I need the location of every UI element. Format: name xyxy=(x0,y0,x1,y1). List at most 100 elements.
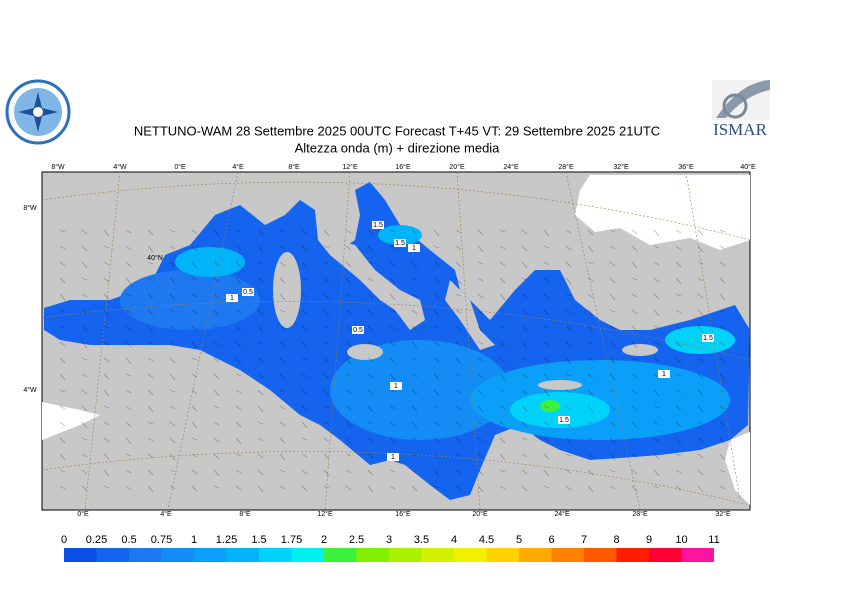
arrow xyxy=(323,309,330,317)
lon-label: 8°E xyxy=(288,163,300,171)
arrow xyxy=(653,405,660,409)
arrow xyxy=(411,341,418,349)
lon-label: 32°E xyxy=(613,163,629,171)
arrow xyxy=(455,485,462,491)
arrow xyxy=(675,341,682,348)
wave-area xyxy=(175,247,245,277)
arrow xyxy=(565,389,572,394)
arrow xyxy=(543,277,550,283)
arrow xyxy=(213,437,220,443)
lon-label: 12°E xyxy=(317,510,333,518)
colorbar-tick: 11 xyxy=(708,534,719,546)
lon-label: 20°E xyxy=(449,163,465,171)
arrow xyxy=(653,229,660,237)
arrow xyxy=(631,277,638,281)
arrow xyxy=(433,277,440,283)
arrow xyxy=(213,229,220,237)
arrow xyxy=(719,469,726,473)
arrow xyxy=(587,405,594,413)
arrow xyxy=(323,341,330,346)
arrow xyxy=(169,293,176,301)
arrow xyxy=(477,229,484,236)
arrow xyxy=(301,309,308,315)
arrow xyxy=(411,261,418,269)
arrow xyxy=(675,309,682,314)
colorbar-tick: 0 xyxy=(61,534,67,546)
arrow xyxy=(697,469,704,476)
arrow xyxy=(411,229,418,235)
arrow xyxy=(345,357,352,365)
arrow xyxy=(257,357,264,362)
lon-label: 8°W xyxy=(51,163,65,171)
arrow xyxy=(323,293,330,300)
colorbar-tick: 1.25 xyxy=(216,534,237,546)
arrow xyxy=(367,373,374,379)
arrow xyxy=(477,469,484,476)
arrow xyxy=(411,421,418,429)
arrow xyxy=(169,277,176,284)
arrow xyxy=(103,309,110,317)
arrow xyxy=(367,469,374,476)
arrow xyxy=(543,309,550,317)
arrow xyxy=(609,437,616,444)
arrow xyxy=(719,325,726,330)
arrow xyxy=(367,341,374,345)
arrow xyxy=(499,229,506,233)
arrow xyxy=(609,277,616,284)
arrow xyxy=(411,309,418,315)
colorbar-swatch xyxy=(681,548,714,562)
arrow xyxy=(59,453,66,461)
contour-label: 0.5 xyxy=(243,289,253,296)
arrow xyxy=(323,261,330,266)
lon-label: 12°E xyxy=(342,163,358,171)
arrow xyxy=(499,357,506,364)
arrow xyxy=(323,421,330,426)
arrow xyxy=(433,453,440,460)
arrow xyxy=(191,309,198,315)
arrow xyxy=(367,437,374,442)
arrow xyxy=(565,373,572,377)
lon-label: 20°E xyxy=(472,510,488,518)
arrow xyxy=(411,373,418,378)
arrow xyxy=(257,341,264,345)
arrow xyxy=(565,277,572,285)
arrow xyxy=(323,245,330,249)
arrow xyxy=(411,293,418,298)
arrow xyxy=(565,357,572,365)
arrow xyxy=(675,373,682,377)
arrow xyxy=(477,485,484,493)
arrow xyxy=(125,277,132,285)
arrow xyxy=(543,357,550,363)
arrow xyxy=(543,373,550,380)
island xyxy=(347,344,383,360)
contour-label-bg xyxy=(658,370,670,378)
arrow xyxy=(499,373,506,381)
arrow xyxy=(543,229,550,237)
arrow xyxy=(279,469,286,473)
island xyxy=(622,344,658,356)
arrow xyxy=(543,261,550,266)
arrow xyxy=(609,373,616,381)
arrow xyxy=(719,277,726,284)
arrow xyxy=(653,389,660,397)
lon-label: 28°E xyxy=(558,163,574,171)
arrow xyxy=(631,293,638,298)
arrow xyxy=(675,357,682,365)
arrow xyxy=(653,277,660,283)
right-logo: ISMAR xyxy=(710,80,770,140)
arrow xyxy=(477,405,484,413)
arrow xyxy=(147,421,154,425)
arrow xyxy=(59,469,66,473)
arrow xyxy=(609,325,616,330)
arrow xyxy=(125,389,132,394)
contour-label: 1 xyxy=(662,371,666,378)
arrow xyxy=(147,485,154,493)
arrow xyxy=(433,437,440,443)
arrow xyxy=(125,293,132,297)
arrow xyxy=(191,373,198,378)
arrow xyxy=(279,357,286,364)
arrow xyxy=(719,229,726,233)
arrow xyxy=(103,293,110,300)
arrow xyxy=(521,293,528,298)
arrow xyxy=(521,405,528,412)
